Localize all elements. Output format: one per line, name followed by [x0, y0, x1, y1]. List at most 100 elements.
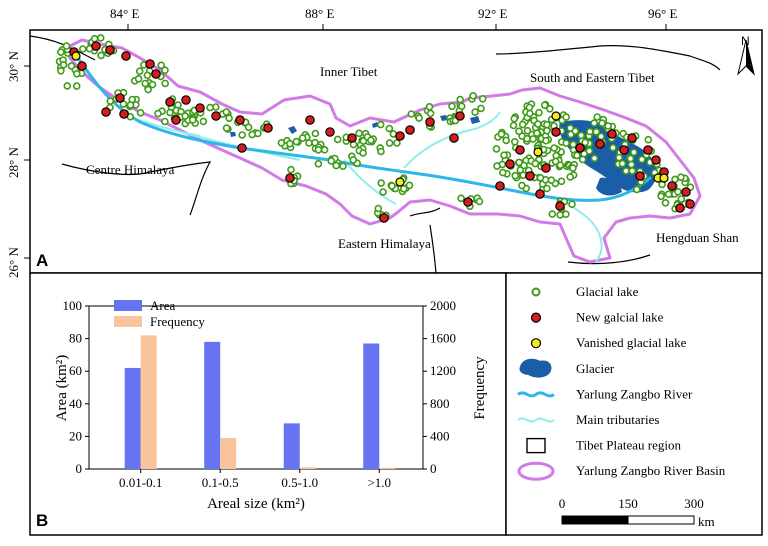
glacial-lake-marker — [311, 129, 320, 138]
y-tick-left: 0 — [76, 461, 83, 476]
legend-item-basin: Yarlung Zangbo River Basin — [517, 461, 726, 481]
new-lake-marker — [77, 61, 87, 71]
new-lake-marker — [535, 189, 545, 199]
glacial-lake-marker — [97, 51, 105, 60]
glacial-lake-marker — [222, 124, 231, 132]
new-lake-marker — [105, 45, 115, 55]
legend-item-tributary: Main tributaries — [517, 412, 659, 427]
y-tick-right: 1200 — [430, 363, 456, 378]
new-lake-marker — [595, 139, 605, 149]
glacial-lake-marker — [388, 182, 396, 190]
new-lake-marker — [525, 171, 535, 181]
glacial-lake-marker — [638, 155, 646, 164]
lat-label-26: 26° N — [6, 247, 21, 278]
glacial-lake-marker — [547, 176, 556, 184]
glacial-lake-marker — [143, 71, 152, 80]
new-lake-marker — [195, 103, 205, 113]
glacial-lake-marker — [456, 95, 465, 104]
vanished-lake-icon — [530, 338, 542, 349]
glacial-lake-marker — [96, 34, 105, 42]
new-lake-marker — [395, 131, 405, 141]
glacial-lake-marker — [222, 108, 231, 116]
glacial-lake-marker — [426, 109, 435, 118]
glacial-lake-marker — [628, 167, 637, 175]
new-lake-marker — [455, 111, 465, 121]
new-lake-marker — [449, 133, 459, 143]
region-label-centre-himalaya: Centre Himalaya — [86, 162, 175, 177]
new-lake-marker — [121, 51, 131, 61]
glacial-lake-marker — [566, 173, 575, 181]
legend-label: Tibet Plateau region — [576, 438, 681, 453]
glacial-lake-marker — [498, 168, 507, 177]
vanished-lake-marker — [395, 177, 405, 187]
glacial-lake-marker — [557, 177, 566, 186]
new-lake-marker — [285, 173, 295, 183]
glacial-lake-marker — [545, 105, 554, 113]
glacial-lake-marker — [399, 185, 408, 193]
glacial-lake-marker — [333, 135, 342, 144]
glacial-lake-marker — [523, 134, 531, 143]
glacial-lake-marker — [292, 137, 301, 146]
new-lake-marker — [505, 159, 515, 169]
scale-tick-300: 300 — [684, 496, 704, 511]
basin-icon — [517, 461, 555, 481]
glacial-lake-marker — [379, 188, 387, 196]
new-lake-marker — [607, 129, 617, 139]
glacial-lake-marker — [393, 139, 401, 147]
yarlung-zangbo-river — [76, 56, 652, 202]
legend-label: Main tributaries — [576, 412, 659, 427]
new-lake-marker — [515, 145, 525, 155]
glacial-lake-marker — [510, 138, 519, 146]
glacial-lake-marker — [359, 149, 367, 157]
legend-frame — [505, 272, 763, 536]
new-lake-marker — [235, 115, 245, 125]
glacial-lake-marker — [661, 199, 670, 207]
north-arrow — [737, 39, 755, 76]
glacial-lake-marker — [536, 174, 545, 182]
y-tick-right: 800 — [430, 396, 450, 411]
legend-item-river: Yarlung Zangbo River — [517, 386, 693, 401]
glacial-lake-marker — [415, 114, 423, 122]
glacial-lake-marker — [144, 85, 152, 94]
glacial-lake-marker — [311, 138, 319, 147]
new-lake-marker — [263, 123, 273, 133]
glacial-lake-marker — [225, 114, 233, 122]
legend-label: New galcial lake — [576, 310, 664, 325]
y-tick-right: 400 — [430, 428, 450, 443]
glacial-lake-marker — [425, 103, 434, 111]
y-tick-right: 2000 — [430, 298, 456, 313]
river-basin-outline — [64, 38, 702, 264]
glacial-lake-marker — [477, 104, 485, 113]
glacial-lake-marker — [500, 151, 508, 159]
glacial-lake-marker — [529, 135, 537, 143]
glacial-lake-marker — [298, 134, 307, 142]
plateau-boundary-sw — [61, 161, 212, 216]
new-lake-marker — [101, 107, 111, 117]
glacial-lake-marker — [590, 119, 599, 127]
glacial-lake-marker — [497, 130, 506, 138]
glacial-lake-marker — [188, 116, 197, 124]
glacial-lake-marker — [62, 42, 71, 50]
new-lake-marker — [681, 187, 691, 197]
glacial-lake-marker — [287, 165, 295, 174]
glacial-lake-marker — [106, 97, 115, 105]
lon-label-92: 92° E — [478, 6, 507, 21]
new-lake-marker — [667, 181, 677, 191]
chart-panel: 0 20 40 60 80 100 0 400 800 1200 1600 2000 0.01-0.… — [29, 272, 507, 536]
new-lake-marker — [211, 111, 221, 121]
y-axis-right-title: Frequency — [472, 356, 488, 420]
glacial-lake-marker — [562, 210, 570, 218]
new-lake-marker — [541, 163, 551, 173]
glacial-lake-marker — [571, 127, 580, 135]
glacial-lake-marker — [593, 113, 602, 121]
glacial-lake-marker — [314, 146, 323, 154]
bars — [124, 335, 396, 469]
bar-frequency — [220, 438, 237, 469]
region-label-south-eastern-tibet: South and Eastern Tibet — [530, 70, 655, 85]
plot-area — [88, 305, 424, 470]
glacial-lake-marker — [166, 108, 174, 117]
glacial-lake-marker — [206, 103, 214, 112]
bar-frequency — [379, 467, 396, 469]
glacial-lake-marker — [630, 148, 638, 157]
